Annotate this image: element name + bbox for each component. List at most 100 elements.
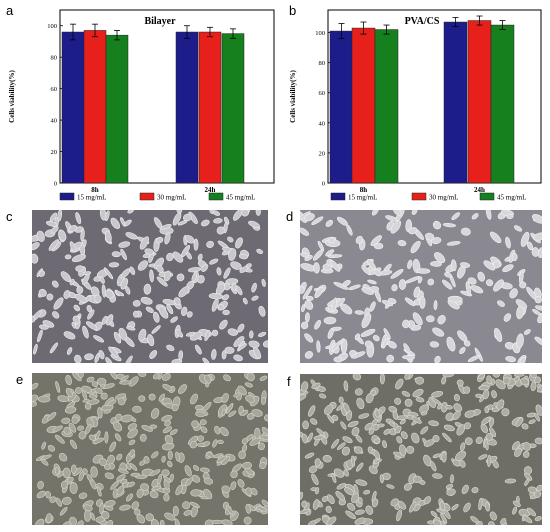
- cell: [419, 296, 426, 309]
- cell: [32, 242, 40, 251]
- cell: [90, 512, 96, 521]
- cell: [204, 519, 214, 525]
- cell: [484, 439, 489, 451]
- cell: [104, 472, 115, 480]
- legend-swatch: [59, 192, 75, 201]
- cell: [512, 500, 521, 508]
- cell: [393, 210, 402, 216]
- cell: [450, 259, 457, 272]
- cell: [184, 465, 192, 477]
- cell: [490, 378, 496, 386]
- cell: [169, 429, 178, 436]
- cell: [237, 323, 245, 333]
- cell: [475, 436, 483, 445]
- bar: [329, 30, 354, 184]
- cell: [232, 210, 243, 221]
- legend-label: 30 mg/mL: [157, 194, 186, 202]
- cell: [426, 315, 435, 323]
- cell: [53, 297, 64, 310]
- cell: [496, 399, 505, 410]
- cell: [211, 349, 217, 360]
- cell: [104, 210, 110, 222]
- panel-label-c: c: [6, 209, 13, 224]
- cell: [49, 496, 57, 503]
- cell: [489, 427, 497, 438]
- cell: [312, 499, 320, 510]
- cell: [354, 509, 365, 515]
- cell: [120, 268, 131, 279]
- cell: [86, 304, 92, 313]
- cell: [221, 408, 226, 417]
- cell: [300, 227, 310, 236]
- cell: [324, 404, 334, 415]
- legend-label: 15 mg/mL: [77, 194, 106, 202]
- cell: [82, 325, 89, 339]
- cell: [373, 242, 384, 250]
- cell: [32, 394, 39, 403]
- cell: [463, 386, 471, 394]
- cell: [200, 219, 210, 227]
- cell: [494, 327, 503, 342]
- cell: [441, 376, 447, 385]
- cell: [471, 213, 479, 220]
- cell: [511, 441, 520, 451]
- cell: [256, 506, 268, 512]
- cell: [228, 410, 237, 417]
- cell: [197, 435, 204, 442]
- cell: [58, 452, 68, 462]
- cell: [204, 329, 211, 342]
- cell: [415, 397, 425, 403]
- cell: [433, 300, 438, 311]
- cell: [45, 491, 51, 499]
- cell: [429, 341, 440, 348]
- cell: [107, 454, 115, 465]
- cell: [464, 437, 473, 446]
- chart-bilayer: 0 20 40 60 80 100 Cells viability(%) Bilayer 8h 2…: [8, 9, 275, 202]
- cell: [117, 397, 126, 406]
- cell: [112, 421, 123, 432]
- cell: [249, 330, 254, 339]
- cell: [37, 395, 51, 403]
- cell: [503, 313, 512, 322]
- cell: [66, 347, 73, 355]
- cell: [108, 262, 120, 268]
- cell: [500, 517, 507, 525]
- cell: [230, 470, 238, 479]
- cell: [512, 506, 518, 515]
- cell: [485, 279, 494, 287]
- cell: [300, 252, 310, 258]
- cell: [342, 436, 353, 444]
- cell: [347, 502, 356, 511]
- legend-label: 45 mg/mL: [497, 194, 526, 202]
- cell: [300, 321, 309, 330]
- cell: [151, 325, 161, 334]
- cell: [331, 414, 339, 421]
- bar: [105, 34, 129, 184]
- cell: [358, 413, 370, 419]
- cell: [141, 425, 153, 432]
- cell: [396, 436, 403, 444]
- cell: [222, 294, 230, 301]
- y-tick-label: 20: [319, 150, 326, 157]
- cell: [432, 473, 443, 479]
- x-tick-label: 24h: [474, 186, 485, 194]
- cell: [300, 394, 307, 402]
- cell: [434, 355, 441, 363]
- cell: [369, 301, 376, 312]
- cell: [526, 241, 534, 251]
- y-tick-label: 40: [319, 120, 326, 127]
- cell: [175, 451, 180, 462]
- cell: [415, 376, 425, 385]
- cell: [195, 411, 206, 417]
- bar: [490, 24, 515, 184]
- cell: [513, 225, 523, 232]
- cell: [84, 353, 94, 361]
- cell: [199, 467, 210, 473]
- cell: [495, 379, 506, 390]
- cell: [502, 377, 511, 385]
- cell: [69, 439, 78, 449]
- cell: [524, 478, 530, 486]
- cell: [244, 382, 253, 388]
- cell: [219, 426, 229, 437]
- cell: [237, 343, 247, 351]
